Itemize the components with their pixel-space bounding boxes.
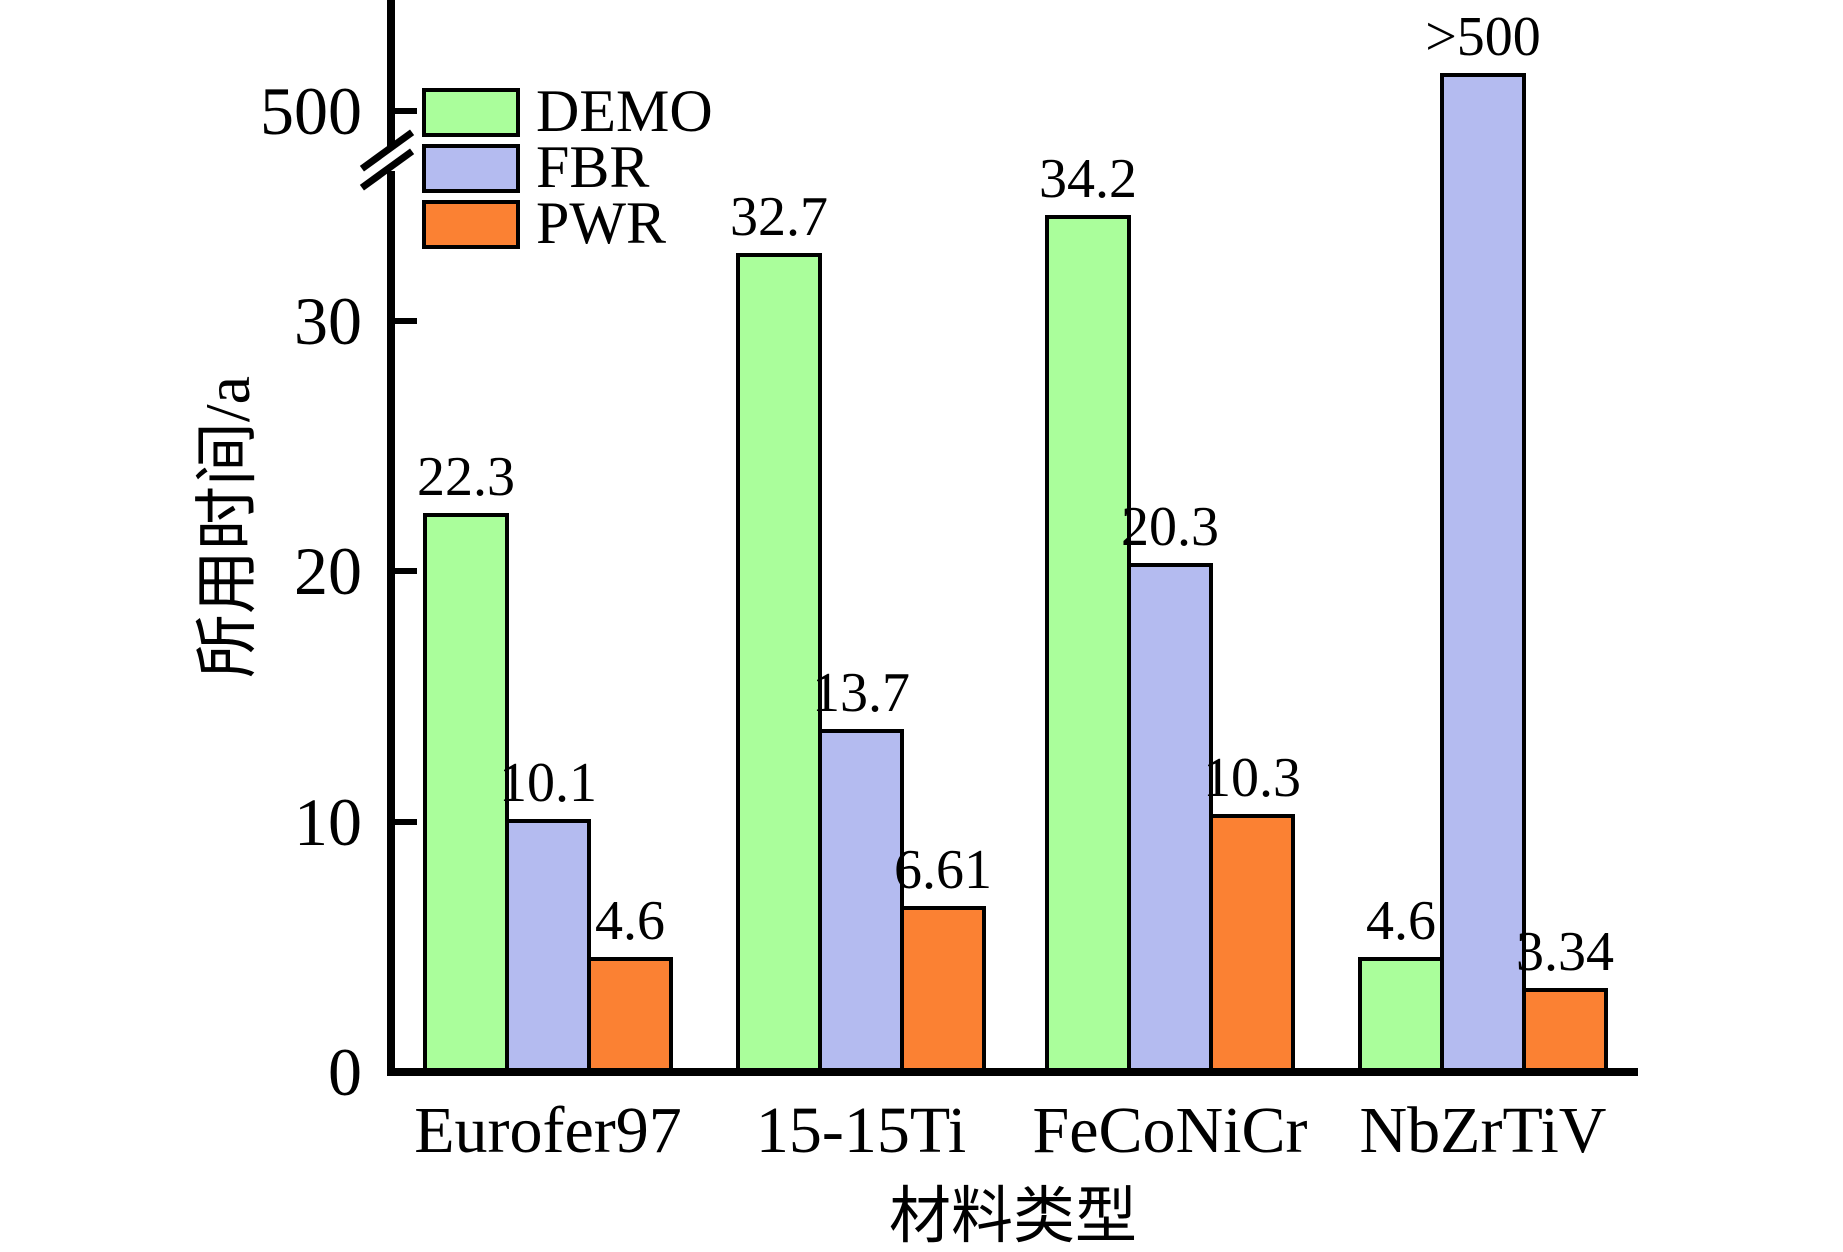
bar-demo-nbzrtiv: [1358, 957, 1444, 1072]
y-tick-mark: [395, 568, 417, 574]
bar-demo-15-15ti: [736, 253, 822, 1072]
legend-swatch-fbr: [422, 144, 520, 193]
x-category-label-eurofer97: Eurofer97: [414, 1094, 682, 1167]
legend-swatch-pwr: [422, 200, 520, 249]
legend-swatch-demo: [422, 88, 520, 137]
bar-value-label: 13.7: [812, 662, 910, 724]
bar-value-label: 4.6: [1366, 890, 1436, 952]
y-tick-label: 10: [294, 783, 362, 860]
x-axis-title: 材料类型: [888, 1183, 1137, 1251]
y-axis-line: [387, 0, 395, 1076]
x-category-label-15-15ti: 15-15Ti: [755, 1094, 967, 1167]
bar-demo-eurofer97: [423, 513, 509, 1072]
y-tick-label: 20: [294, 533, 362, 609]
y-tick-mark: [395, 818, 417, 825]
bar-pwr-15-15ti: [900, 906, 986, 1072]
bar-pwr-feconicr: [1209, 814, 1295, 1072]
bar-value-label: 3.34: [1516, 921, 1614, 983]
y-tick-label: 0: [328, 1034, 362, 1110]
x-category-label-nbzrtiv: NbZrTiV: [1359, 1094, 1607, 1167]
bar-value-label: 10.3: [1203, 747, 1301, 809]
y-tick-label: 30: [294, 282, 362, 359]
bar-value-label: 34.2: [1039, 148, 1137, 210]
legend-label-fbr: FBR: [536, 134, 650, 200]
bar-value-label: >500: [1425, 6, 1541, 68]
bar-pwr-eurofer97: [587, 957, 673, 1072]
bar-fbr-feconicr: [1127, 563, 1213, 1072]
y-tick-mark: [395, 108, 417, 114]
legend-label-demo: DEMO: [536, 78, 713, 144]
legend-label-pwr: PWR: [536, 190, 667, 256]
bar-pwr-nbzrtiv: [1522, 988, 1608, 1072]
x-axis-line: [387, 1068, 1638, 1076]
bar-value-label: 6.61: [894, 839, 992, 901]
bar-value-label: 22.3: [417, 446, 515, 508]
y-tick-mark: [395, 317, 417, 324]
bar-value-label: 10.1: [499, 752, 597, 814]
bar-fbr-eurofer97: [505, 819, 591, 1072]
bar-value-label: 32.7: [730, 186, 828, 248]
bar-fbr-15-15ti: [818, 729, 904, 1072]
bar-value-label: 4.6: [595, 890, 665, 952]
bar-fbr-nbzrtiv: [1440, 73, 1526, 1072]
bar-value-label: 20.3: [1121, 496, 1219, 558]
y-axis-title: 所用时间/a: [192, 375, 263, 679]
x-category-label-feconicr: FeCoNiCr: [1032, 1094, 1308, 1167]
bar-demo-feconicr: [1045, 215, 1131, 1072]
y-tick-label-500: 500: [260, 73, 362, 149]
